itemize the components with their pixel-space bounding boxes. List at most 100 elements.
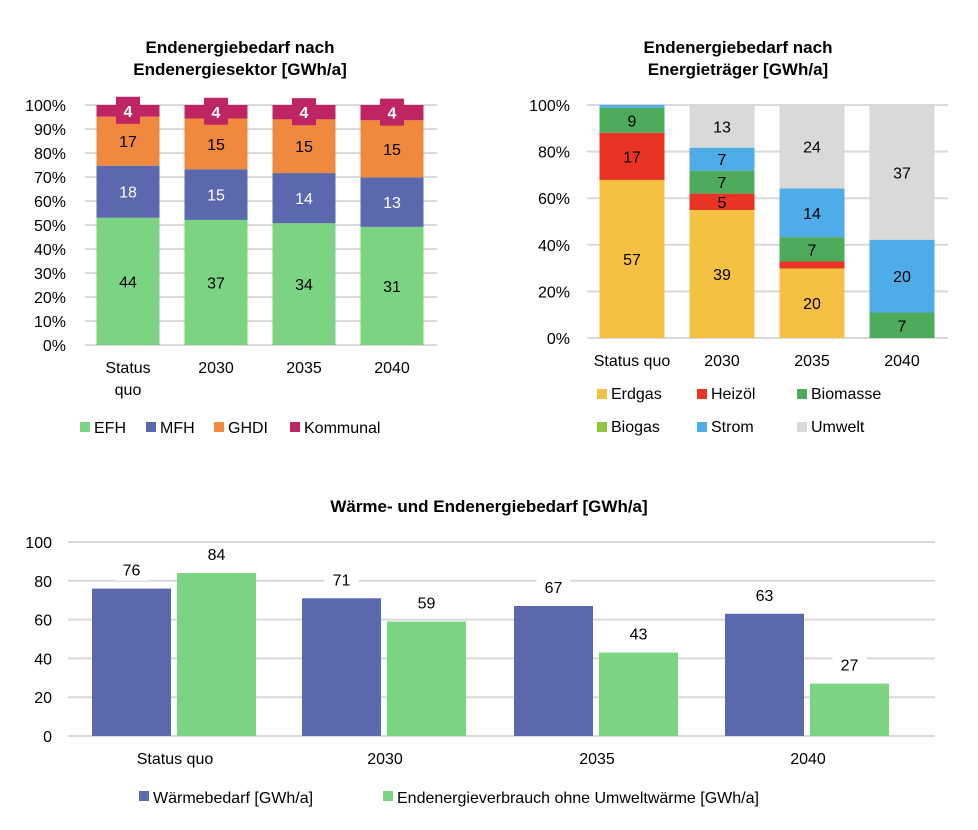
data-label: 18 [119,185,137,202]
y-tick-label: 0% [43,338,66,355]
data-label-background [832,653,867,676]
legend-label: Wärmebedarf [GWh/a] [153,790,313,807]
legend-label: Umwelt [811,419,865,436]
y-tick-label: 100% [25,98,66,115]
legend-swatch [597,389,607,399]
data-label: 39 [713,267,731,284]
bar-segment-mfh [184,169,248,220]
bar-segment-umwelt [779,105,845,189]
bar-segment-strom [869,239,935,313]
y-tick-label: 60 [34,613,52,630]
data-label: 63 [756,588,774,605]
data-label: 14 [295,191,313,208]
legend-swatch [383,791,393,801]
data-label: 67 [545,580,563,597]
y-tick-label: 0 [43,729,52,746]
bar-endenergie [810,683,889,736]
x-tick-label: Status quo [594,353,671,370]
legend-label: Erdgas [611,386,662,403]
data-label: 7 [718,175,727,192]
data-label: 14 [803,206,821,223]
data-label-box [292,98,316,126]
chart-title: Endenergiebedarf nach [644,38,833,57]
legend-label: Endenergieverbrauch ohne Umweltwärme [GW… [397,790,759,807]
y-tick-label: 40% [34,242,66,259]
x-tick-label: 2040 [790,751,826,768]
legend-label: MFH [160,420,195,437]
bar-segment-erdgas [599,179,665,338]
bar-segment-ghdi [272,119,336,174]
data-label: 4 [300,105,309,122]
data-label-background [747,583,782,606]
data-label-box [116,96,140,124]
data-label-box [380,98,404,126]
legend-swatch [697,389,707,399]
legend-label: Biomasse [811,386,881,403]
y-tick-label: 80% [538,145,570,162]
bar-waermebedarf [302,598,381,736]
data-label: 20 [893,269,911,286]
bar-segment-ghdi [184,118,248,170]
x-tick-label: 2030 [704,353,740,370]
data-label: 15 [383,142,401,159]
bar-segment-umwelt [689,105,755,148]
legend-label: Biogas [611,419,660,436]
data-label: 76 [123,563,141,580]
bar-segment-mfh [272,173,336,224]
legend-label: Strom [711,419,754,436]
data-label: 59 [418,596,436,613]
bar-segment-erdgas [689,210,755,338]
y-tick-label: 10% [34,314,66,331]
y-tick-label: 80 [34,574,52,591]
x-tick-label: Status quo [137,751,214,768]
data-label: 57 [623,252,641,269]
data-label: 27 [841,658,859,675]
bar-segment-biomasse [779,237,845,262]
legend-swatch [214,422,224,432]
data-label: 31 [383,279,401,296]
y-tick-label: 30% [34,266,66,283]
chart-heat-vs-final-energy: Wärme- und Endenergiebedarf [GWh/a] 0 2040… [25,497,935,807]
data-label: 13 [713,119,731,136]
bar-segment-efh [272,223,336,345]
data-label: 43 [630,627,648,644]
x-tick-label: quo [115,382,142,399]
data-label: 84 [208,547,226,564]
data-label: 44 [119,274,137,291]
legend-label: EFH [94,420,126,437]
x-tick-label: 2030 [367,751,403,768]
data-label-box [204,97,228,125]
data-label: 71 [333,572,351,589]
bar-waermebedarf [725,613,804,736]
legend-label: Heizöl [711,386,755,403]
bar-segment-strom [689,147,755,171]
y-tick-label: 40% [538,238,570,255]
data-label: 37 [207,275,225,292]
y-tick-label: 50% [34,218,66,235]
bar-endenergie [387,621,466,736]
bar-segment-mfh [360,177,424,227]
data-label: 7 [808,242,817,259]
data-label: 17 [119,134,137,151]
bar-endenergie [599,652,678,736]
bar-segment-umwelt [869,105,935,240]
bar-segment-erdgas [779,268,845,338]
y-tick-label: 60% [34,194,66,211]
x-tick-label: 2040 [374,360,410,377]
legend-swatch [597,422,607,432]
bar-segment-mfh [96,165,160,218]
x-tick-label: 2035 [579,751,615,768]
y-tick-label: 90% [34,122,66,139]
y-tick-label: 0% [547,331,570,348]
bar-segment-strom [779,188,845,238]
y-tick-label: 60% [538,191,570,208]
chart-title: Endenergiebedarf nach [146,38,335,57]
x-tick-label: 2035 [286,360,322,377]
data-label: 15 [207,188,225,205]
chart-title: Wärme- und Endenergiebedarf [GWh/a] [330,497,647,516]
data-label-background [114,558,149,581]
legend-label: Kommunal [304,420,380,437]
data-label: 15 [207,137,225,154]
bar-segment-ghdi [360,120,424,178]
legend-swatch [697,422,707,432]
